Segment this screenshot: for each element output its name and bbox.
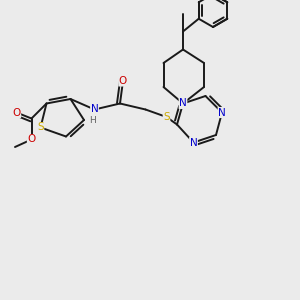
Text: N: N <box>91 104 98 115</box>
Text: S: S <box>163 112 170 122</box>
Text: N: N <box>179 98 187 109</box>
Text: S: S <box>37 122 44 133</box>
Text: O: O <box>119 76 127 86</box>
Text: N: N <box>190 137 197 148</box>
Text: O: O <box>12 107 21 118</box>
Text: N: N <box>218 107 226 118</box>
Text: H: H <box>89 116 95 125</box>
Text: O: O <box>27 134 36 145</box>
